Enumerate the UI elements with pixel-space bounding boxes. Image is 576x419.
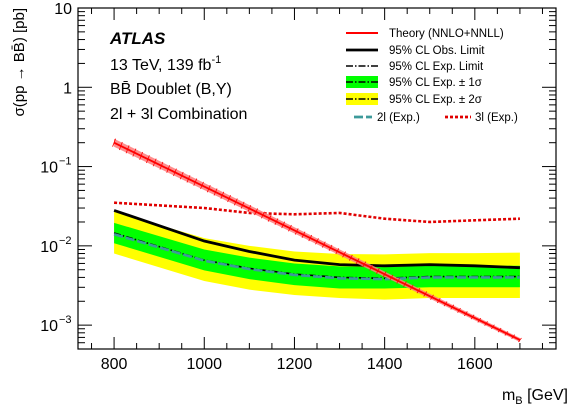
x-axis-title-main: m <box>502 387 515 404</box>
legend-label-band2: 95% CL Exp. ± 2σ <box>389 94 482 106</box>
legend: Theory (NNLO+NNLL) 95% CL Obs. Limit 95%… <box>346 28 518 124</box>
atlas-label: ATLAS <box>109 29 166 48</box>
x-tick-label: 1200 <box>277 356 313 373</box>
energy-label: 13 TeV, 139 fb-1 <box>110 54 221 74</box>
y-tick-exponent: −2 <box>59 235 72 247</box>
model-label: BB̄ Doublet (B,Y) <box>110 81 232 98</box>
legend-label-band1: 95% CL Exp. ± 1σ <box>389 77 482 89</box>
y-axis-title: σ(pp → BB̄) [pb] <box>11 8 28 116</box>
expected-3l-line <box>114 201 520 224</box>
y-tick-exponent: −1 <box>59 156 72 168</box>
y-tick-label: 10 <box>54 1 72 18</box>
legend-label-theory: Theory (NNLO+NNLL) <box>389 28 504 40</box>
theory-line <box>113 141 521 341</box>
x-tick-label: 1600 <box>457 356 493 373</box>
legend-label-obs: 95% CL Obs. Limit <box>389 45 485 57</box>
energy-text: 13 TeV, 139 fb <box>110 57 212 74</box>
x-tick-label: 1400 <box>367 356 403 373</box>
x-axis-title: mB [GeV] <box>502 387 568 407</box>
y-tick-label: 10 <box>40 318 58 335</box>
channel-label: 2l + 3l Combination <box>110 106 247 123</box>
bands-layer <box>114 211 520 300</box>
y-tick-label: 1 <box>63 80 72 97</box>
y-tick-label: 10 <box>40 160 58 177</box>
expected-2l-line <box>113 233 520 281</box>
y-tick-exponent: −3 <box>59 314 72 326</box>
x-tick-label: 800 <box>101 356 128 373</box>
energy-superscript: -1 <box>211 54 221 66</box>
observed-limit-line <box>113 209 520 270</box>
lines-layer <box>112 138 522 343</box>
legend-label-exp3l: 3l (Exp.) <box>475 112 518 124</box>
x-axis-title-subscript: B <box>515 395 522 407</box>
legend-label-exp2l: 2l (Exp.) <box>377 112 420 124</box>
band-1sigma <box>114 222 520 289</box>
x-axis-title-unit: [GeV] <box>523 387 568 404</box>
y-tick-label: 10 <box>40 239 58 256</box>
legend-label-exp: 95% CL Exp. Limit <box>389 61 484 73</box>
x-tick-label: 1000 <box>186 356 222 373</box>
